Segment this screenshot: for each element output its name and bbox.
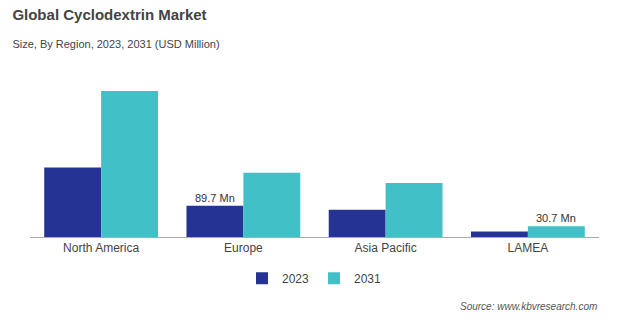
svg-text:89.7 Mn: 89.7 Mn bbox=[195, 192, 235, 204]
svg-text:North America: North America bbox=[63, 241, 139, 255]
svg-text:2031: 2031 bbox=[354, 272, 381, 286]
svg-text:Asia Pacific: Asia Pacific bbox=[355, 241, 417, 255]
svg-text:30.7 Mn: 30.7 Mn bbox=[536, 212, 576, 224]
svg-text:Europe: Europe bbox=[224, 241, 263, 255]
svg-text:Size, By Region, 2023, 2031 (U: Size, By Region, 2023, 2031 (USD Million… bbox=[12, 38, 219, 50]
svg-text:Global Cyclodextrin Market: Global Cyclodextrin Market bbox=[12, 6, 206, 23]
svg-text:2023: 2023 bbox=[282, 272, 309, 286]
svg-text:Source: www.kbvresearch.com: Source: www.kbvresearch.com bbox=[460, 301, 597, 312]
svg-text:LAMEA: LAMEA bbox=[508, 241, 549, 255]
